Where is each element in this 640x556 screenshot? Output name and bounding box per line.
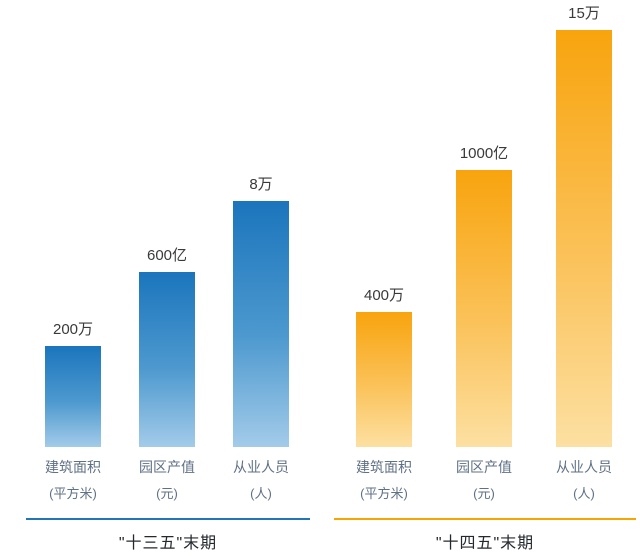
axis-line-13th <box>26 518 310 520</box>
category-label-14th-output-value: 园区产值 <box>456 459 512 475</box>
category-label-14th-employees: 从业人员 <box>556 459 612 475</box>
group-13th-five-year: 200万 建筑面积 (平方米) 600亿 园区产值 (元) 8万 <box>26 2 310 553</box>
bar-14th-employees <box>556 30 612 447</box>
value-label-13th-employees: 8万 <box>249 176 273 193</box>
unit-label-14th-building-area: (平方米) <box>360 486 408 501</box>
category-label-13th-employees: 从业人员 <box>233 459 289 475</box>
bar-13th-employees <box>233 201 289 447</box>
bar-col-13th-building-area: 200万 建筑面积 (平方米) <box>26 2 120 502</box>
period-label-13th: "十三五"末期 <box>118 535 218 552</box>
bars-row-13th: 200万 建筑面积 (平方米) 600亿 园区产值 (元) 8万 <box>26 2 310 502</box>
value-label-13th-output-value: 600亿 <box>146 247 188 264</box>
bar-col-14th-building-area: 400万 建筑面积 (平方米) <box>334 2 434 502</box>
unit-label-13th-output-value: (元) <box>156 486 178 501</box>
unit-label-14th-output-value: (元) <box>473 486 495 501</box>
category-label-13th-output-value: 园区产值 <box>139 459 195 475</box>
bar-14th-output-value <box>456 170 512 447</box>
value-label-14th-output-value: 1000亿 <box>459 145 509 162</box>
unit-label-14th-employees: (人) <box>573 486 595 501</box>
value-label-13th-building-area: 200万 <box>52 321 94 338</box>
bar-col-13th-employees: 8万 从业人员 (人) <box>214 2 308 502</box>
bar-13th-building-area <box>45 346 101 447</box>
value-label-14th-building-area: 400万 <box>363 287 405 304</box>
bar-13th-output-value <box>139 272 195 447</box>
category-label-13th-building-area: 建筑面积 <box>45 459 101 475</box>
group-14th-five-year: 400万 建筑面积 (平方米) 1000亿 园区产值 (元) 15万 <box>334 2 636 553</box>
bar-col-14th-output-value: 1000亿 园区产值 (元) <box>434 2 534 502</box>
unit-label-13th-building-area: (平方米) <box>49 486 97 501</box>
bar-col-14th-employees: 15万 从业人员 (人) <box>534 2 634 502</box>
period-label-14th: "十四五"末期 <box>435 535 535 552</box>
bars-row-14th: 400万 建筑面积 (平方米) 1000亿 园区产值 (元) 15万 <box>334 2 636 502</box>
bar-col-13th-output-value: 600亿 园区产值 (元) <box>120 2 214 502</box>
axis-line-14th <box>334 518 636 520</box>
bar-14th-building-area <box>356 312 412 447</box>
category-label-14th-building-area: 建筑面积 <box>356 459 412 475</box>
unit-label-13th-employees: (人) <box>250 486 272 501</box>
value-label-14th-employees: 15万 <box>568 5 600 22</box>
